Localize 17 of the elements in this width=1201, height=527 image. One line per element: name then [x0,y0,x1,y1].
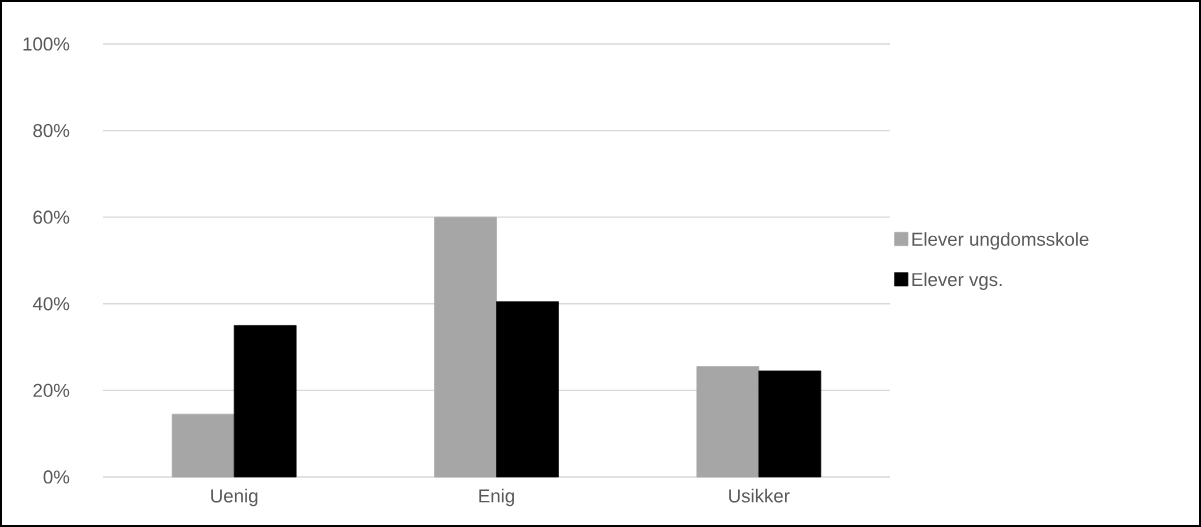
legend-label: Elever ungdomsskole [912,232,1089,250]
bar [434,216,497,478]
y-tick-label: 60% [33,210,70,224]
legend-label: Elever vgs. [912,272,1002,290]
y-tick-label: 40% [32,297,70,311]
y-tick-label: 100% [23,37,70,51]
y-tick-label: 0% [43,470,70,484]
x-tick-label: Usikker [729,488,790,503]
x-tick-label: Uenig [211,488,258,507]
x-tick-label: Enig [479,488,514,507]
y-tick-label: 20% [33,383,70,397]
bar [496,301,559,478]
bar [696,366,760,478]
y-tick-label: 80% [33,123,70,138]
bar [233,325,297,478]
bar [758,370,822,478]
bar [171,413,235,478]
